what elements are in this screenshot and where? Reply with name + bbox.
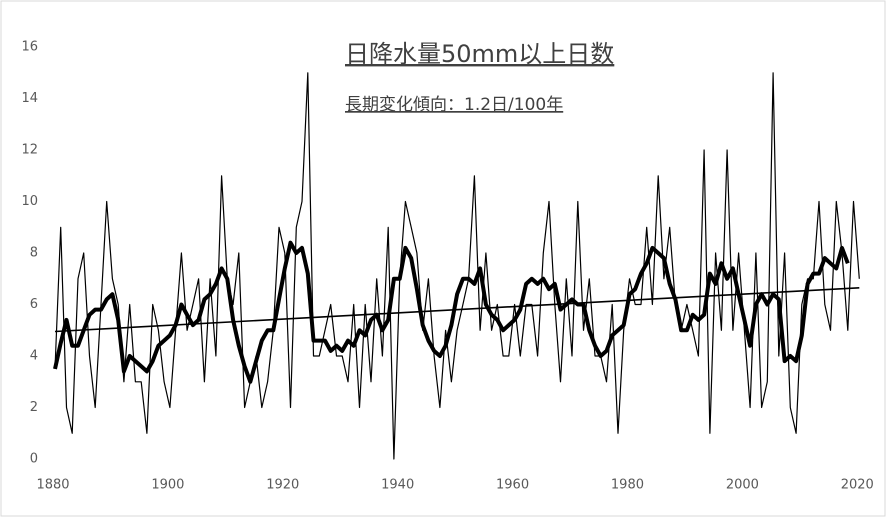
chart-title: 日降水量50mm以上日数 (345, 40, 614, 68)
y-tick-label: 12 (21, 143, 38, 158)
y-tick-label: 6 (30, 297, 38, 312)
y-tick-label: 4 (30, 349, 38, 364)
series-line (53, 240, 850, 384)
x-tick-label: 2000 (726, 478, 759, 493)
y-tick-label: 2 (30, 400, 38, 415)
x-tick-label: 1900 (151, 478, 184, 493)
y-tick-label: 0 (30, 452, 38, 467)
x-tick-label: 1880 (36, 478, 69, 493)
chart-subtitle: 長期変化傾向：1.2日/100年 (345, 95, 563, 115)
y-tick-label: 8 (30, 246, 38, 261)
y-tick-label: 14 (21, 91, 38, 106)
x-tick-label: 1940 (381, 478, 414, 493)
x-tick-label: 1920 (266, 478, 299, 493)
series-line (54, 287, 860, 333)
x-tick-label: 1960 (496, 478, 529, 493)
x-tick-label: 2020 (841, 478, 874, 493)
y-tick-label: 16 (21, 40, 38, 55)
x-tick-label: 1980 (611, 478, 644, 493)
y-tick-label: 10 (21, 194, 38, 209)
